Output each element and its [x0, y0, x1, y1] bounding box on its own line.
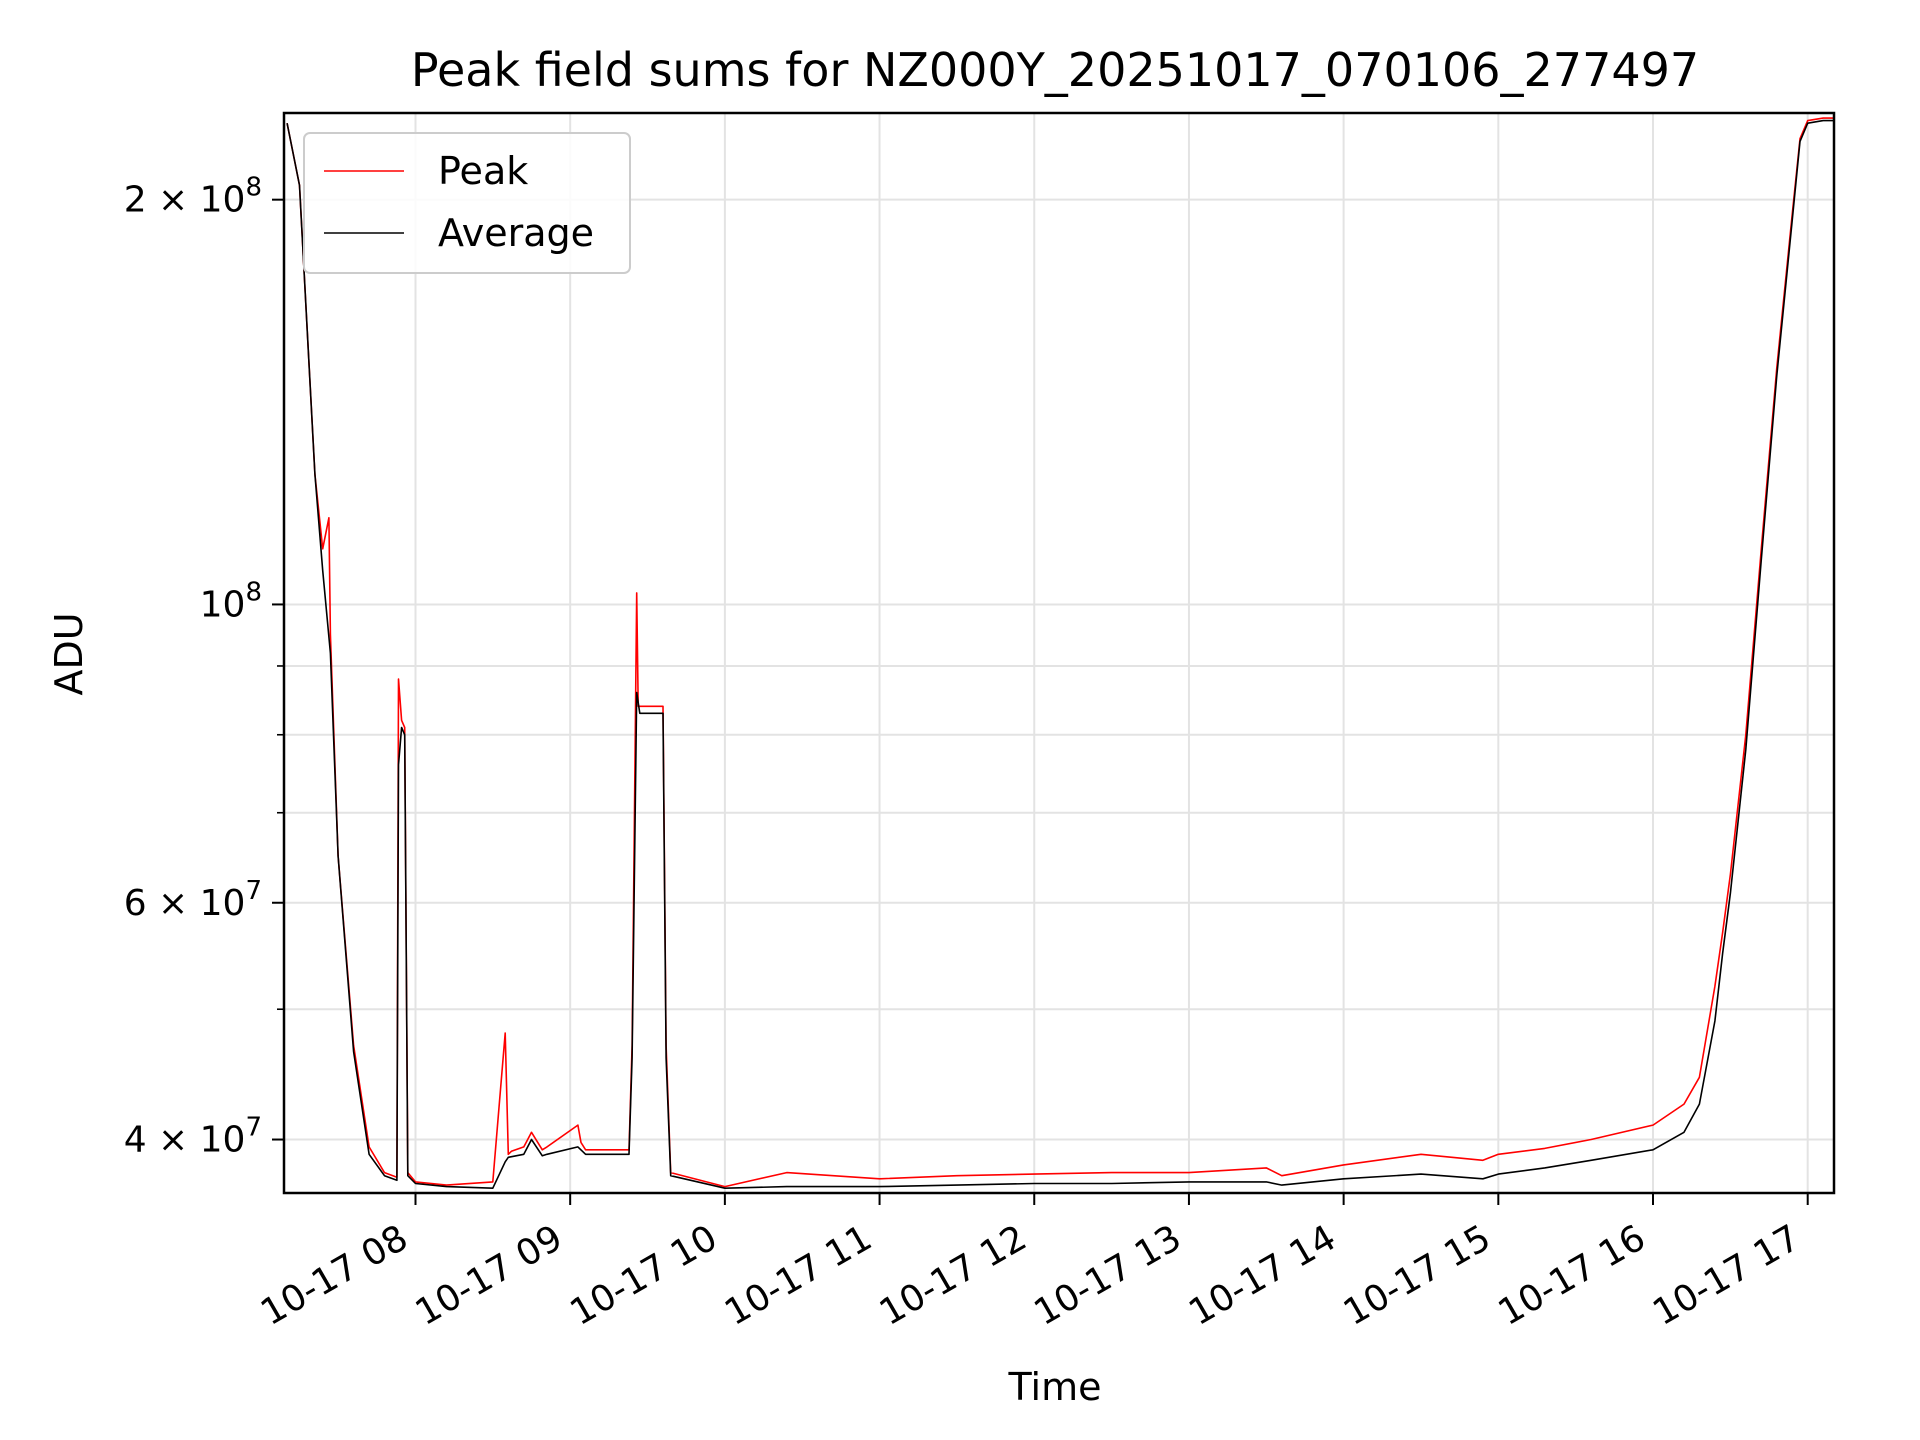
- chart-title: Peak field sums for NZ000Y_20251017_0701…: [411, 43, 1699, 97]
- legend-box: [303, 132, 631, 274]
- y-axis-label: ADU: [47, 612, 91, 695]
- y-tick-label: 6 × 107: [124, 876, 262, 924]
- y-tick-label: 108: [200, 577, 262, 625]
- y-tick-label: 4 × 107: [124, 1113, 262, 1161]
- y-tick-label: 2 × 108: [124, 173, 262, 221]
- legend-label-peak: Peak: [438, 149, 528, 193]
- series-line-average: [286, 119, 1834, 1189]
- series-layer: [286, 117, 1834, 1189]
- legend-label-average: Average: [438, 211, 594, 255]
- x-axis-label: Time: [1008, 1365, 1102, 1409]
- plot-frame: [282, 111, 1836, 1195]
- legend: Peak Average: [303, 132, 631, 274]
- grid-layer: [284, 113, 1834, 1193]
